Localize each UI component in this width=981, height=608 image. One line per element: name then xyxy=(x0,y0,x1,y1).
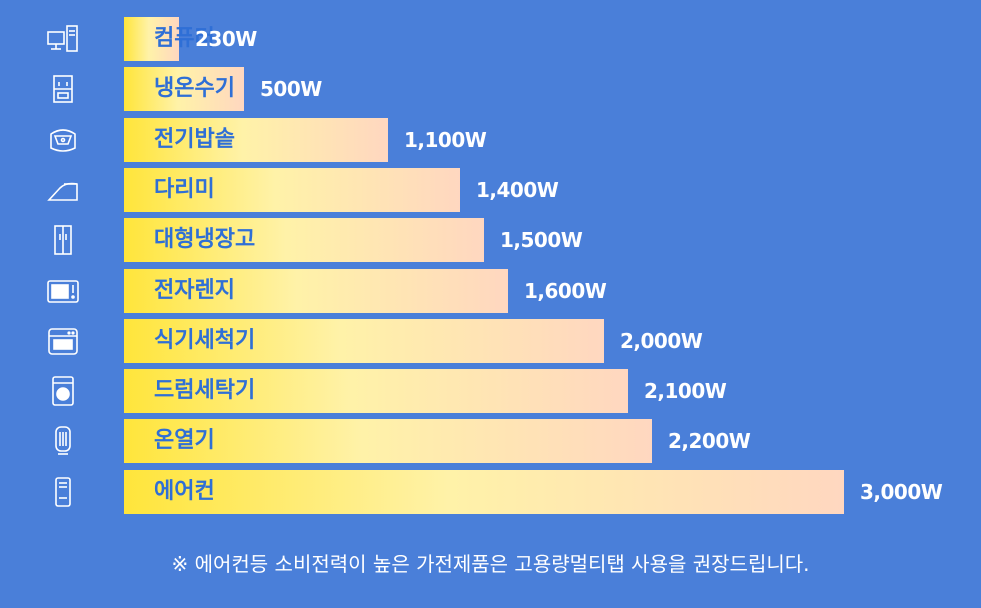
iron-icon xyxy=(46,174,80,206)
chart-row: 식기세척기 2,000W xyxy=(0,318,981,363)
category-label: 에어컨 xyxy=(154,478,215,504)
chart-row: 컴퓨터 230W xyxy=(0,17,981,61)
value-label: 1,400W xyxy=(476,177,559,202)
chart-row: 전기밥솥 1,100W xyxy=(0,117,981,162)
value-label: 230W xyxy=(195,27,257,51)
chart-row: 드럼세탁기 2,100W xyxy=(0,369,981,414)
bar xyxy=(124,167,460,212)
category-label: 대형냉장고 xyxy=(154,227,256,253)
bar xyxy=(124,318,604,363)
value-label: 2,100W xyxy=(644,379,727,404)
bar xyxy=(124,268,508,313)
category-label: 다리미 xyxy=(154,176,215,202)
category-label: 드럼세탁기 xyxy=(154,378,256,404)
category-label: 냉온수기 xyxy=(154,76,235,102)
bar xyxy=(124,67,244,112)
bar xyxy=(124,218,484,263)
category-label: 식기세척기 xyxy=(154,327,256,353)
value-label: 2,000W xyxy=(620,328,703,353)
category-label: 컴퓨터 xyxy=(154,26,215,51)
power-consumption-chart: 컴퓨터 230W 냉온수기 500W 전기밥솥 1,100W 다리미 1,400W 대형… xyxy=(0,17,981,514)
value-label: 1,500W xyxy=(500,228,583,253)
chart-row: 다리미 1,400W xyxy=(0,167,981,212)
value-label: 3,000W xyxy=(860,479,943,504)
footnote: ※ 에어컨등 소비전력이 높은 가전제품은 고용량멀티탭 사용을 권장드립니다. xyxy=(171,552,810,576)
value-label: 500W xyxy=(260,77,322,102)
refrigerator-icon xyxy=(46,224,80,256)
rice-cooker-icon xyxy=(46,124,80,156)
category-label: 온열기 xyxy=(154,428,215,454)
computer-icon xyxy=(46,23,80,55)
water-dispenser-icon xyxy=(46,73,80,105)
heater-icon xyxy=(46,425,80,457)
bar xyxy=(124,117,388,162)
dishwasher-icon xyxy=(46,325,80,357)
microwave-icon xyxy=(46,275,80,307)
bar xyxy=(124,369,628,414)
bar xyxy=(124,17,179,61)
category-label: 전기밥솥 xyxy=(154,126,235,152)
chart-row: 에어컨 3,000W xyxy=(0,469,981,514)
category-label: 전자렌지 xyxy=(154,277,235,303)
value-label: 2,200W xyxy=(668,429,751,454)
bar xyxy=(124,419,652,464)
bar xyxy=(124,469,844,514)
value-label: 1,100W xyxy=(404,127,487,152)
chart-row: 온열기 2,200W xyxy=(0,419,981,464)
washing-machine-icon xyxy=(46,375,80,407)
chart-row: 전자렌지 1,600W xyxy=(0,268,981,313)
value-label: 1,600W xyxy=(524,278,607,303)
chart-row: 냉온수기 500W xyxy=(0,67,981,112)
air-conditioner-icon xyxy=(46,476,80,508)
chart-row: 대형냉장고 1,500W xyxy=(0,218,981,263)
